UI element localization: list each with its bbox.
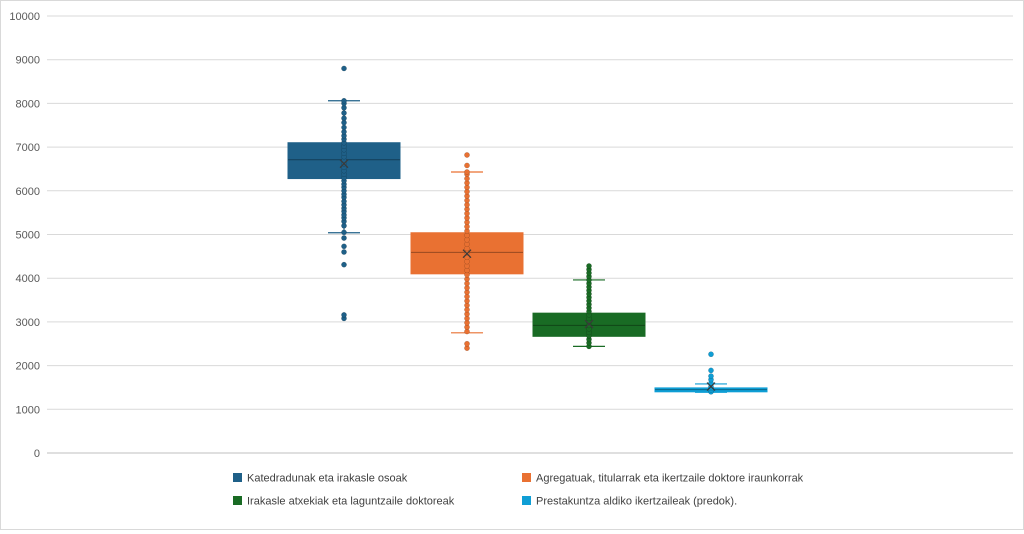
mean-marker: [584, 319, 594, 329]
data-point: [464, 169, 470, 175]
mean-marker: [339, 159, 349, 169]
legend-swatch: [233, 473, 242, 482]
data-point: [341, 243, 347, 250]
legend-item: Katedradunak eta irakasle osoak: [233, 473, 408, 485]
y-tick-label: 2000: [16, 361, 40, 373]
data-point: [341, 312, 347, 318]
y-tick-label: 3000: [16, 317, 40, 329]
data-point: [708, 373, 714, 379]
data-point: [341, 249, 347, 255]
legend-label: Prestakuntza aldiko ikertzaileak (predok…: [536, 496, 737, 508]
data-point: [341, 229, 347, 236]
box-series: [410, 152, 524, 351]
legend-item: Agregatuak, titularrak eta ikertzaile do…: [522, 473, 804, 485]
data-point: [341, 235, 347, 241]
data-point: [341, 110, 347, 116]
data-point: [464, 152, 470, 158]
legend-label: Katedradunak eta irakasle osoak: [247, 473, 408, 485]
data-point: [341, 65, 347, 72]
legend-label: Irakasle atxekiak eta laguntzaile doktor…: [247, 496, 455, 508]
legend-swatch: [522, 473, 531, 482]
mean-marker: [706, 382, 716, 392]
legend-item: Irakasle atxekiak eta laguntzaile doktor…: [233, 496, 455, 508]
y-axis-tick-labels: 0 1000 2000 3000 4000 5000 6000 7000 8000 9000 100…: [9, 11, 40, 460]
data-point: [586, 263, 592, 269]
box-series: [654, 351, 768, 395]
data-point: [341, 97, 347, 104]
box-series: [532, 263, 646, 350]
data-point: [341, 124, 347, 131]
data-point: [708, 367, 714, 374]
y-tick-label: 7000: [16, 142, 40, 154]
y-tick-label: 6000: [16, 186, 40, 198]
legend-label: Agregatuak, titularrak eta ikertzaile do…: [536, 473, 804, 485]
y-tick-label: 8000: [16, 98, 40, 110]
legend-swatch: [522, 496, 531, 505]
legend-swatch: [233, 496, 242, 505]
data-point: [464, 162, 470, 169]
legend: Katedradunak eta irakasle osoak Agregatua…: [233, 473, 804, 508]
data-point: [341, 115, 347, 122]
y-tick-label: 1000: [16, 404, 40, 416]
y-tick-label: 9000: [16, 55, 40, 67]
y-tick-label: 5000: [16, 230, 40, 242]
y-tick-label: 0: [34, 448, 40, 460]
data-point: [341, 261, 347, 268]
mean-marker: [462, 249, 472, 259]
box-series: [287, 65, 401, 322]
y-tick-label: 4000: [16, 273, 40, 285]
data-point: [708, 351, 714, 358]
legend-item: Prestakuntza aldiko ikertzaileak (predok…: [522, 496, 737, 508]
boxes: [287, 65, 768, 395]
data-point: [464, 340, 470, 347]
y-tick-label: 10000: [9, 11, 40, 23]
gridlines: [47, 15, 1013, 454]
